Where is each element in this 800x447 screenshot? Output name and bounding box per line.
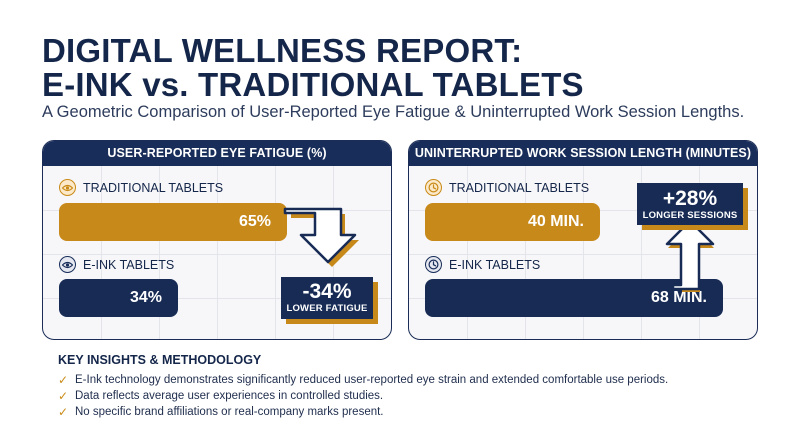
fatigue-reduction-callout: -34% LOWER FATIGUE [281, 277, 373, 319]
check-icon: ✓ [58, 405, 69, 419]
report-title: DIGITAL WELLNESS REPORT: E-INK vs. TRADI… [42, 34, 584, 102]
session-increase-callout: +28% LONGER SESSIONS [637, 183, 743, 225]
key-insights: KEY INSIGHTS & METHODOLOGY ✓ E-Ink techn… [58, 353, 668, 420]
session-callout-label: LONGER SESSIONS [642, 210, 738, 221]
eye-fatigue-label-traditional: TRADITIONAL TABLETS [83, 180, 224, 195]
session-bar-traditional: 40 MIN. [425, 203, 600, 241]
fatigue-callout-label: LOWER FATIGUE [286, 303, 368, 314]
session-label-traditional: TRADITIONAL TABLETS [449, 180, 590, 195]
session-callout-value: +28% [662, 187, 718, 210]
eye-fatigue-row-eink: E-INK TABLETS [59, 256, 174, 273]
eye-icon [59, 256, 76, 273]
eye-fatigue-label-eink: E-INK TABLETS [83, 257, 175, 272]
insight-item: ✓ No specific brand affiliations or real… [58, 404, 668, 420]
title-line-1: DIGITAL WELLNESS REPORT: [42, 32, 523, 69]
insight-item: ✓ Data reflects average user experiences… [58, 388, 668, 404]
down-arrow-icon [283, 207, 359, 267]
eye-fatigue-row-traditional: TRADITIONAL TABLETS [59, 179, 223, 196]
title-line-2: E-INK vs. TRADITIONAL TABLETS [42, 66, 584, 103]
insight-text: No specific brand affiliations or real-c… [75, 406, 384, 418]
up-arrow-icon [665, 219, 715, 292]
eye-fatigue-bar-traditional: 65% [59, 203, 287, 241]
clock-icon [425, 256, 442, 273]
fatigue-callout-value: -34% [302, 280, 352, 303]
eye-fatigue-panel-title: USER-REPORTED EYE FATIGUE (%) [43, 141, 391, 166]
check-icon: ✓ [58, 373, 69, 387]
insight-item: ✓ E-Ink technology demonstrates signific… [58, 372, 668, 388]
report-subtitle: A Geometric Comparison of User-Reported … [42, 103, 745, 121]
session-length-panel: UNINTERRUPTED WORK SESSION LENGTH (MINUT… [408, 140, 758, 340]
session-row-eink: E-INK TABLETS [425, 256, 540, 273]
insight-text: Data reflects average user experiences i… [75, 390, 384, 402]
eye-fatigue-bar-eink: 34% [59, 279, 178, 317]
session-label-eink: E-INK TABLETS [449, 257, 541, 272]
session-row-traditional: TRADITIONAL TABLETS [425, 179, 589, 196]
insights-title: KEY INSIGHTS & METHODOLOGY [58, 353, 262, 367]
eye-fatigue-panel: USER-REPORTED EYE FATIGUE (%) TRADITIONA… [42, 140, 392, 340]
eye-icon [59, 179, 76, 196]
check-icon: ✓ [58, 389, 69, 403]
insight-text: E-Ink technology demonstrates significan… [75, 374, 669, 386]
session-length-panel-title: UNINTERRUPTED WORK SESSION LENGTH (MINUT… [409, 141, 757, 166]
clock-icon [425, 179, 442, 196]
